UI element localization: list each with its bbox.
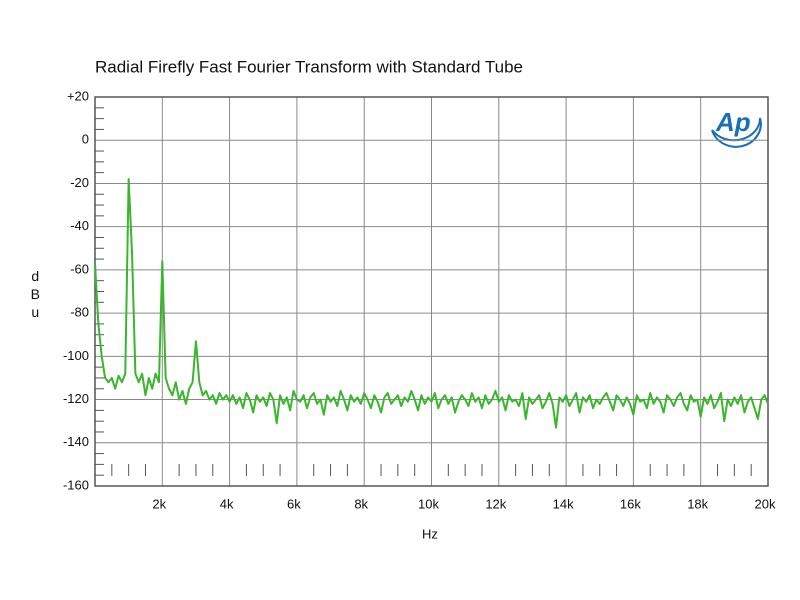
- plot-frame: [94, 96, 769, 487]
- y-tick-label: -60: [70, 261, 89, 276]
- x-tick-label: 12k: [485, 496, 506, 511]
- x-tick-label: 8k: [354, 496, 368, 511]
- y-tick-label: -140: [63, 434, 89, 449]
- x-tick-label: 18k: [687, 496, 708, 511]
- x-tick-label: 14k: [553, 496, 574, 511]
- x-axis-label: Hz: [422, 526, 438, 541]
- y-tick-label: -80: [70, 305, 89, 320]
- x-tick-label: 2k: [152, 496, 166, 511]
- y-tick-label: -100: [63, 348, 89, 363]
- y-tick-label: -20: [70, 175, 89, 190]
- y-tick-label: +20: [67, 88, 89, 103]
- x-tick-label: 4k: [220, 496, 234, 511]
- data-line: [94, 178, 769, 429]
- y-tick-label: -40: [70, 218, 89, 233]
- x-tick-label: 6k: [287, 496, 301, 511]
- y-tick-label: -120: [63, 391, 89, 406]
- y-tick-label: 0: [82, 132, 89, 147]
- x-tick-label: 20k: [755, 496, 776, 511]
- x-tick-label: 10k: [418, 496, 439, 511]
- logo: Ap: [715, 107, 751, 137]
- y-tick-label: -160: [63, 477, 89, 492]
- x-tick-label: 16k: [620, 496, 641, 511]
- chart-title: Radial Firefly Fast Fourier Transform wi…: [95, 57, 523, 76]
- y-axis-label: dBu: [27, 268, 43, 322]
